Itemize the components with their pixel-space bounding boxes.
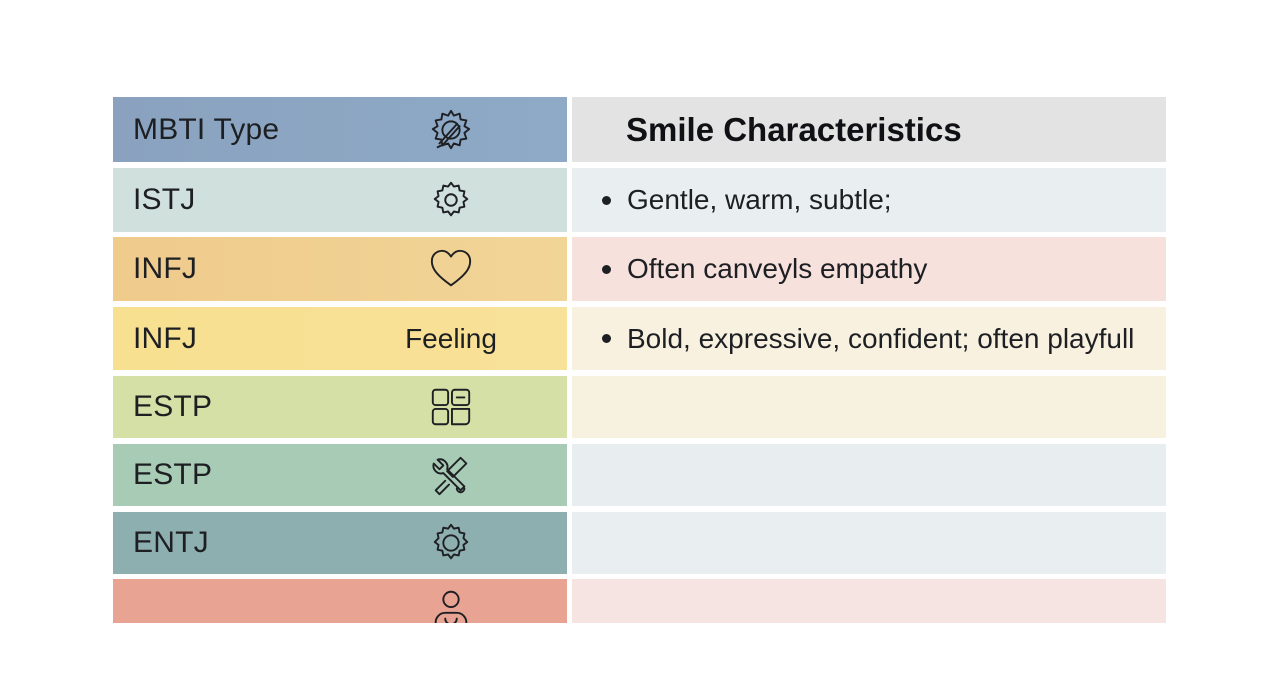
characteristics-cell: Often canveyls empathy	[572, 237, 1166, 301]
characteristics-cell	[572, 579, 1166, 623]
feeling-label: Feeling	[405, 322, 497, 354]
characteristics-cell	[572, 376, 1166, 438]
type-label: ESTP	[133, 458, 213, 491]
table-row: ESTP	[113, 376, 1166, 438]
type-label: ISTJ	[133, 183, 196, 216]
characteristic-bullet: Often canveyls empathy	[602, 253, 927, 285]
gear-brush-icon	[427, 106, 475, 154]
type-cell: INFJ	[113, 237, 567, 301]
type-label: ENTJ	[133, 526, 209, 559]
characteristic-text: Gentle, warm, subtle;	[627, 184, 892, 215]
person-icon	[427, 585, 475, 623]
characteristics-cell	[572, 512, 1166, 574]
table-header-row: MBTI Type Smile Characteristics	[113, 97, 1166, 162]
characteristic-text: Often canveyls empathy	[627, 253, 928, 284]
type-cell: ESTP	[113, 444, 567, 506]
table-row: ESTP	[113, 444, 1166, 506]
tools-icon	[427, 451, 475, 499]
header-type-cell: MBTI Type	[113, 97, 567, 162]
type-cell: ESTP	[113, 376, 567, 438]
characteristic-bullet: Gentle, warm, subtle;	[602, 184, 892, 216]
table-row: INFJ Often canveyls empathy	[113, 237, 1166, 301]
table-row	[113, 579, 1166, 623]
type-label: INFJ	[133, 252, 198, 285]
header-characteristics-cell: Smile Characteristics	[572, 97, 1166, 162]
type-label: ESTP	[133, 390, 213, 423]
characteristic-text: Bold, expressive, confident; often playf…	[627, 322, 1135, 354]
type-label: INFJ	[133, 321, 198, 355]
characteristics-cell: Bold, expressive, confident; often playf…	[572, 307, 1166, 370]
gear-icon	[427, 519, 475, 567]
type-cell: ISTJ	[113, 168, 567, 232]
bullet-dot	[602, 264, 611, 274]
header-characteristics-title: Smile Characteristics	[626, 110, 962, 148]
gear-icon	[427, 176, 475, 224]
table-row: ENTJ	[113, 512, 1166, 574]
puzzle-blocks-icon	[427, 383, 475, 431]
characteristic-bullet: Bold, expressive, confident; often playf…	[602, 323, 1134, 355]
bullet-dot	[602, 195, 611, 205]
characteristics-cell: Gentle, warm, subtle;	[572, 168, 1166, 232]
table-row: INFJ Feeling Bold, expressive, confident…	[113, 307, 1166, 370]
type-cell	[113, 579, 567, 623]
type-cell: INFJ Feeling	[113, 307, 567, 370]
characteristics-cell	[572, 444, 1166, 506]
bullet-dot	[602, 334, 611, 343]
mbti-smile-table: MBTI Type Smile Characteristics ISTJ	[113, 97, 1166, 623]
heart-icon	[427, 245, 475, 293]
table-row: ISTJ Gentle, warm, subtle;	[113, 168, 1166, 232]
header-type-label: MBTI Type	[133, 112, 280, 146]
type-cell: ENTJ	[113, 512, 567, 574]
